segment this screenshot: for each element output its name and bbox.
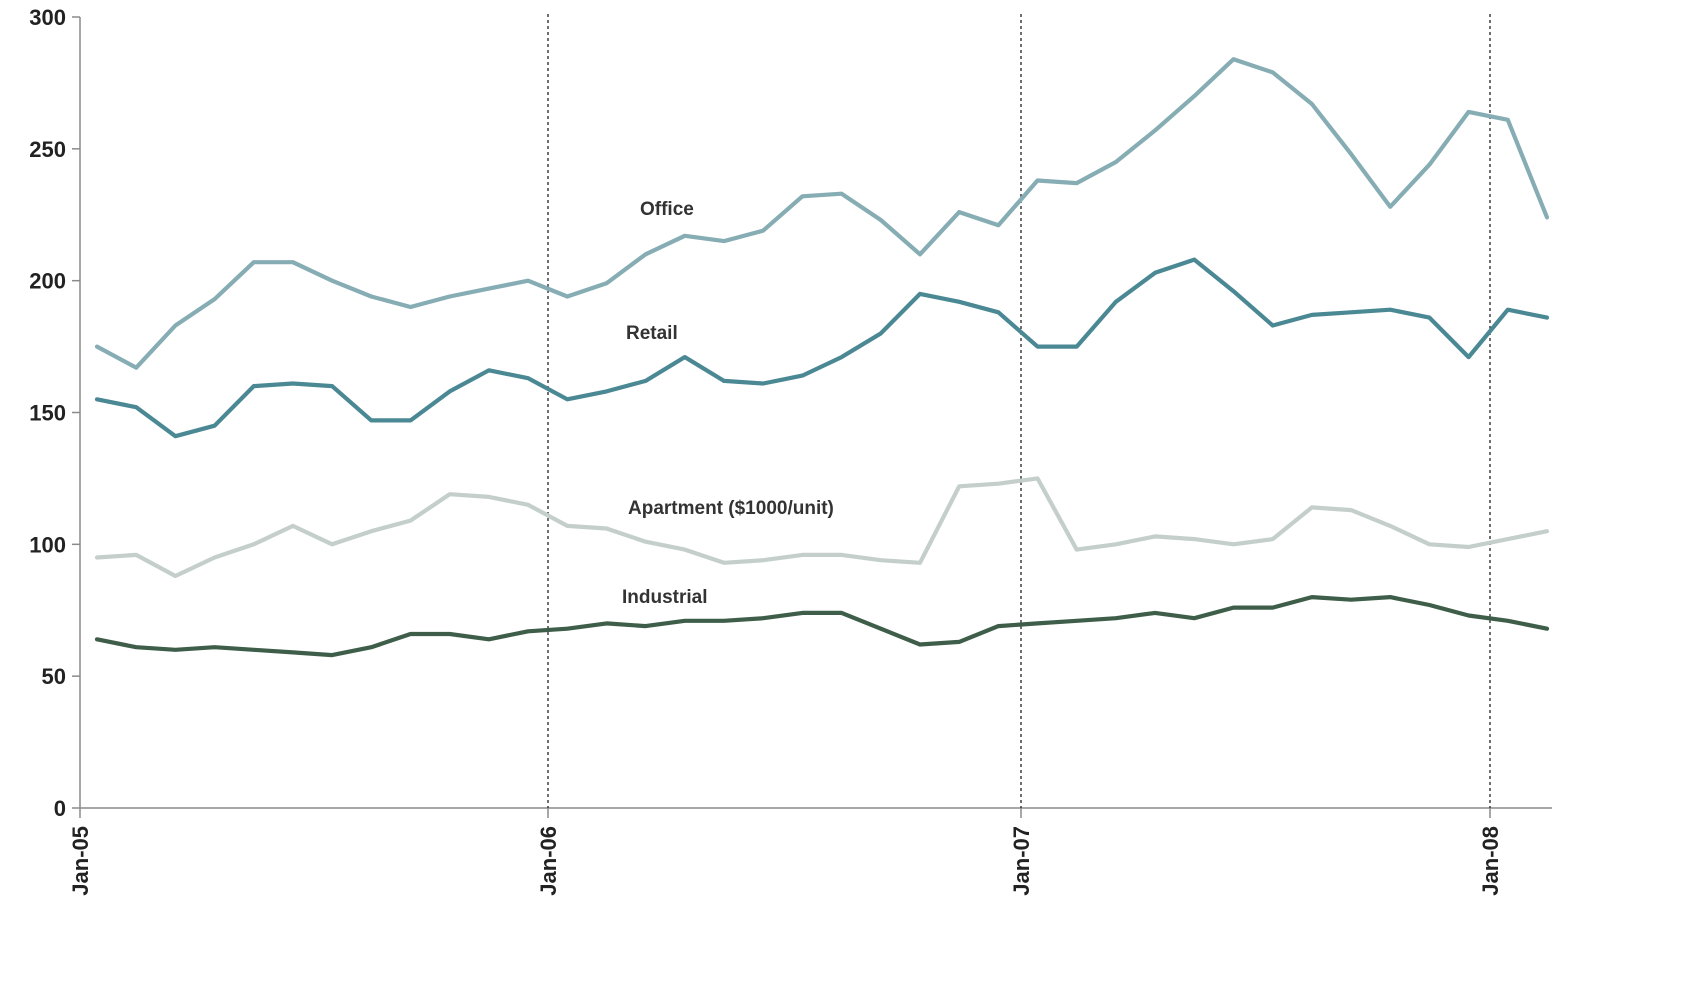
- x-tick-label: Jan-07: [1009, 826, 1034, 896]
- y-tick-label: 300: [29, 5, 66, 30]
- series-label-industrial: Industrial: [622, 587, 708, 608]
- y-tick-label: 0: [54, 796, 66, 821]
- x-tick-label: Jan-05: [68, 826, 93, 896]
- series-line-apartment: [94, 476, 1550, 579]
- series-label-apartment: Apartment ($1000/unit): [628, 498, 834, 519]
- series-line-office: [94, 57, 1550, 370]
- y-tick-label: 50: [42, 664, 66, 689]
- x-tick-label: Jan-08: [1478, 826, 1503, 896]
- series-line-industrial: [94, 594, 1550, 658]
- series-line-retail: [94, 257, 1550, 439]
- y-tick-label: 150: [29, 401, 66, 426]
- y-tick-label: 250: [29, 137, 66, 162]
- series-label-retail: Retail: [626, 323, 678, 344]
- y-tick-label: 200: [29, 269, 66, 294]
- y-tick-label: 100: [29, 532, 66, 557]
- series-label-office: Office: [640, 199, 694, 220]
- x-tick-label: Jan-06: [536, 826, 561, 896]
